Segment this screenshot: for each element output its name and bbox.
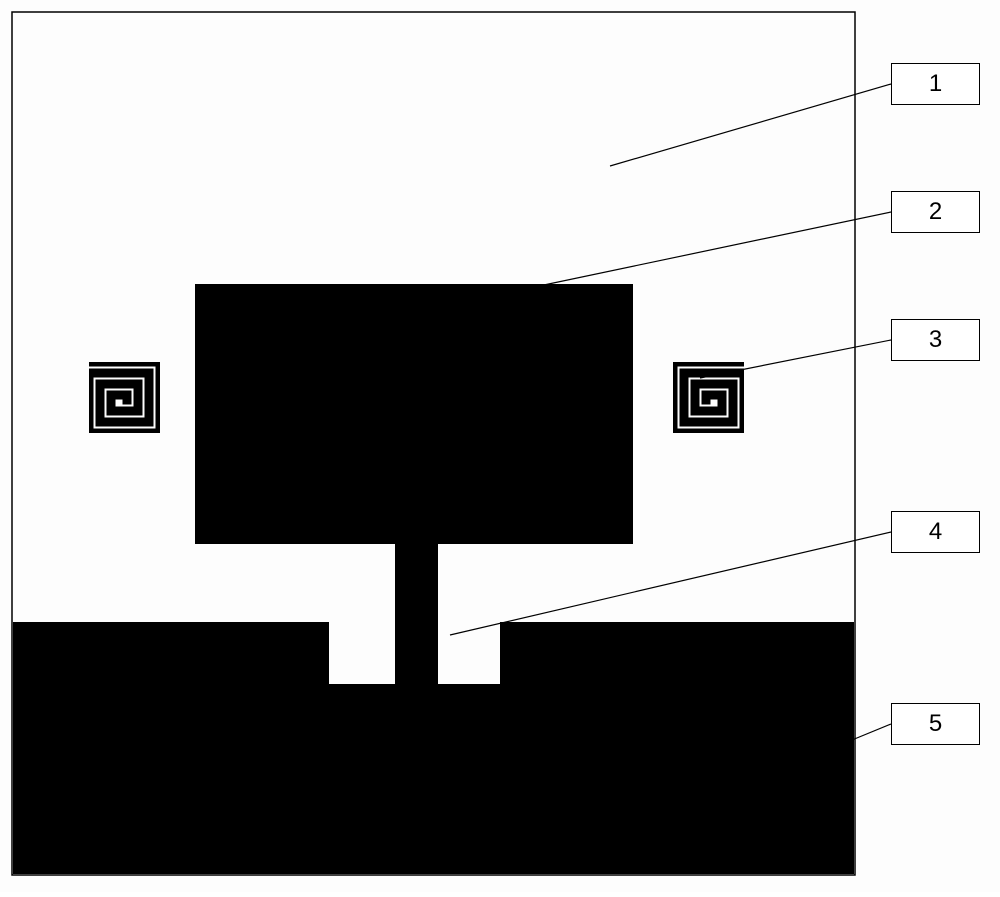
spiral-left: [89, 362, 160, 433]
label-4: 4: [891, 511, 980, 553]
label-3-text: 3: [929, 326, 942, 354]
label-5: 5: [891, 703, 980, 745]
diagram-canvas: 1 2 3 4 5: [0, 0, 1000, 892]
ground-top-left: [13, 622, 329, 684]
central-patch: [195, 284, 633, 544]
ground-top-right: [500, 622, 854, 684]
ground-bottom: [13, 684, 854, 874]
spiral-right: [673, 362, 744, 433]
label-3: 3: [891, 319, 980, 361]
label-4-text: 4: [929, 518, 942, 546]
label-2-text: 2: [929, 198, 942, 226]
spiral-left-path: [89, 362, 160, 433]
label-2: 2: [891, 191, 980, 233]
spiral-right-path: [673, 362, 744, 433]
feed-line: [395, 544, 438, 684]
label-5-text: 5: [929, 710, 942, 738]
label-1-text: 1: [929, 70, 942, 98]
label-1: 1: [891, 63, 980, 105]
